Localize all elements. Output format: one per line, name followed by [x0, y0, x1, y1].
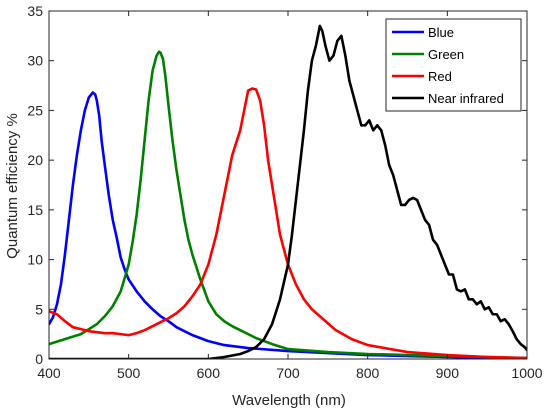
legend-label-red: Red [428, 69, 452, 84]
y-tick-label: 20 [27, 152, 43, 168]
x-tick-label: 800 [356, 365, 380, 381]
legend-box [385, 18, 522, 112]
axes-layer: 400 500 600 700 800 900 1000 0 5 10 15 20 25 30 35 [27, 3, 542, 381]
legend-label-blue: Blue [428, 25, 454, 40]
y-tick-label: 30 [27, 53, 43, 69]
x-axis-label: Wavelength (nm) [232, 392, 346, 409]
series-line-near-infrared [49, 24, 527, 359]
plot-layer [49, 24, 527, 359]
series-line-green [49, 50, 527, 359]
series-line-blue [49, 91, 527, 359]
y-tick-label: 25 [27, 102, 43, 118]
y-tick-label: 35 [27, 3, 43, 19]
y-tick-label: 15 [27, 202, 43, 218]
x-tick-label: 700 [276, 365, 300, 381]
legend-label-near-infrared: Near infrared [428, 91, 504, 106]
legend-label-green: Green [428, 47, 464, 62]
x-tick-label: 600 [197, 365, 221, 381]
y-tick-label: 10 [27, 252, 43, 268]
legend: Blue Green Red Near infrared [385, 18, 522, 112]
y-axis-label: Quantum efficiency % [4, 113, 21, 259]
x-tick-label: 900 [436, 365, 460, 381]
y-tick-label: 5 [35, 301, 43, 317]
x-tick-label: 1000 [511, 365, 542, 381]
x-tick-label: 500 [117, 365, 141, 381]
x-tick-label: 400 [37, 365, 61, 381]
y-tick-label: 0 [35, 351, 43, 367]
series-line-red [49, 87, 527, 359]
